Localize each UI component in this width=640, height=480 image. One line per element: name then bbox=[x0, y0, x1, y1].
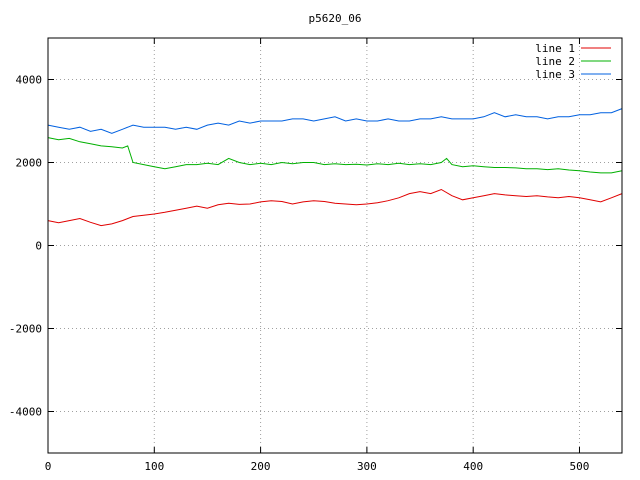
y-tick-label: 2000 bbox=[16, 157, 43, 170]
legend-label: line 3 bbox=[535, 68, 575, 81]
x-tick-label: 500 bbox=[570, 460, 590, 473]
series-line-3 bbox=[47, 108, 623, 134]
series-layer bbox=[47, 108, 623, 227]
y-tick-label: 0 bbox=[35, 240, 42, 253]
y-tick-label: -2000 bbox=[9, 323, 42, 336]
tick-marks: 0 100 200 300 400 500 -4000 -2000 0 2000 4000 bbox=[9, 38, 622, 473]
y-tick-label: 4000 bbox=[16, 74, 43, 87]
x-tick-label: 400 bbox=[463, 460, 483, 473]
x-tick-label: 300 bbox=[357, 460, 377, 473]
legend-label: line 2 bbox=[535, 55, 575, 68]
series-line-1 bbox=[47, 188, 623, 227]
legend-label: line 1 bbox=[535, 42, 575, 55]
x-tick-label: 200 bbox=[251, 460, 271, 473]
x-tick-label: 100 bbox=[144, 460, 164, 473]
plot-frame bbox=[47, 37, 623, 454]
grid-lines bbox=[48, 38, 622, 453]
chart-title: p5620_06 bbox=[309, 12, 362, 25]
series-line-2 bbox=[47, 137, 623, 174]
x-tick-label: 0 bbox=[45, 460, 52, 473]
y-tick-label: -4000 bbox=[9, 406, 42, 419]
